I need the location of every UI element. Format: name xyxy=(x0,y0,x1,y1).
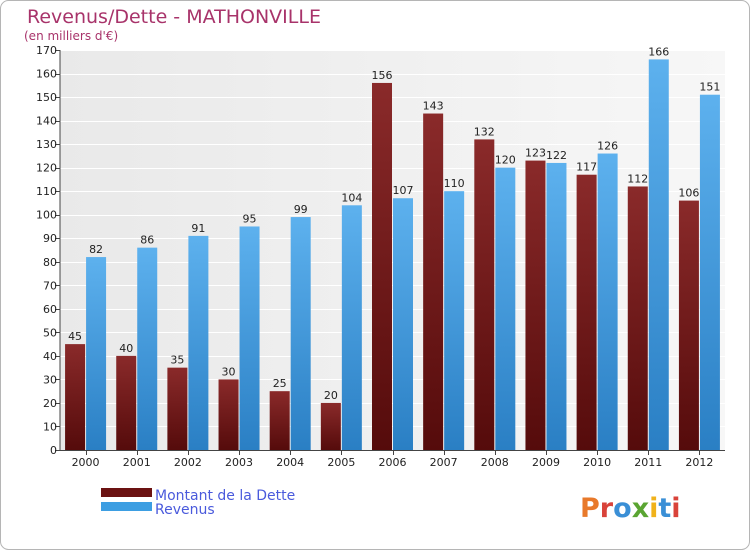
y-tick-label: 150 xyxy=(36,91,57,104)
y-tick-label: 40 xyxy=(43,350,57,363)
bar-revenue xyxy=(546,162,567,451)
bar-debt xyxy=(627,186,648,450)
y-tick-label: 100 xyxy=(36,209,57,222)
bars xyxy=(65,59,720,451)
bar-revenue xyxy=(444,191,465,451)
bar-revenue xyxy=(290,217,311,450)
bar-revenue xyxy=(86,257,107,450)
y-tick-label: 90 xyxy=(43,232,57,245)
y-tick-label: 140 xyxy=(36,115,57,128)
bar-revenue xyxy=(597,153,618,450)
plot-background xyxy=(60,50,725,450)
y-tick-label: 80 xyxy=(43,256,57,269)
bar-debt xyxy=(320,402,341,450)
x-tick-label: 2009 xyxy=(532,456,560,469)
data-label-debt: 106 xyxy=(678,187,699,200)
data-label-debt: 156 xyxy=(372,69,393,82)
x-axis-ticks: 2000 2001 2002 2003 2004 2005 2006 2007 2008 2009… xyxy=(72,450,713,469)
bar-debt xyxy=(116,355,137,450)
bar-debt xyxy=(423,113,444,450)
chart-subtitle: (en milliers d'€) xyxy=(24,29,118,43)
data-label-debt: 117 xyxy=(576,161,597,174)
x-tick-label: 2004 xyxy=(276,456,304,469)
data-label-revenue: 126 xyxy=(597,140,618,153)
y-tick-label: 170 xyxy=(36,44,57,57)
bar-revenue xyxy=(341,205,362,450)
data-label-debt: 30 xyxy=(222,365,236,378)
bar-revenue xyxy=(699,94,720,451)
y-tick-label: 20 xyxy=(43,397,57,410)
bar-debt xyxy=(269,391,290,450)
data-label-debt: 20 xyxy=(324,389,338,402)
bar-debt xyxy=(576,174,597,451)
data-label-revenue: 110 xyxy=(444,177,465,190)
legend-label-revenue: Revenus xyxy=(155,502,215,518)
data-label-revenue: 104 xyxy=(341,191,362,204)
x-tick-label: 2000 xyxy=(72,456,100,469)
proxiti-logo: Proxiti xyxy=(580,493,681,524)
data-label-debt: 35 xyxy=(170,354,184,367)
data-label-revenue: 166 xyxy=(648,45,669,58)
bar-revenue xyxy=(495,167,516,450)
y-tick-label: 30 xyxy=(43,373,57,386)
svg-text:Proxiti: Proxiti xyxy=(580,493,681,524)
y-axis-ticks: 0 10 20 30 40 50 60 70 80 90 100 110 120 130 140 150 160… xyxy=(36,44,60,457)
bar-debt xyxy=(678,200,699,450)
legend-swatch-revenue xyxy=(101,502,152,511)
x-tick-label: 2001 xyxy=(123,456,151,469)
y-tick-label: 160 xyxy=(36,68,57,81)
x-tick-label: 2007 xyxy=(430,456,458,469)
bar-debt xyxy=(218,379,239,450)
y-tick-label: 0 xyxy=(50,444,57,457)
data-label-revenue: 120 xyxy=(495,154,516,167)
y-tick-label: 60 xyxy=(43,303,57,316)
x-tick-label: 2005 xyxy=(327,456,355,469)
bar-revenue xyxy=(137,247,158,450)
legend: Montant de la Dette Revenus xyxy=(101,488,295,518)
bar-debt xyxy=(167,367,188,450)
bar-debt xyxy=(525,160,546,450)
x-tick-label: 2003 xyxy=(225,456,253,469)
y-tick-label: 110 xyxy=(36,185,57,198)
x-tick-label: 2010 xyxy=(583,456,611,469)
data-label-revenue: 107 xyxy=(393,184,414,197)
data-label-revenue: 151 xyxy=(699,81,720,94)
bar-revenue xyxy=(648,59,669,450)
x-tick-label: 2012 xyxy=(685,456,713,469)
bar-debt xyxy=(65,344,86,450)
legend-swatch-debt xyxy=(101,488,152,497)
x-tick-label: 2011 xyxy=(634,456,662,469)
data-label-revenue: 91 xyxy=(191,222,205,235)
x-tick-label: 2002 xyxy=(174,456,202,469)
data-label-debt: 45 xyxy=(68,330,82,343)
x-tick-label: 2006 xyxy=(379,456,407,469)
data-label-debt: 123 xyxy=(525,147,546,160)
data-label-revenue: 82 xyxy=(89,243,103,256)
data-label-debt: 132 xyxy=(474,125,495,138)
y-tick-label: 50 xyxy=(43,326,57,339)
data-label-debt: 112 xyxy=(627,172,648,185)
bar-revenue xyxy=(239,226,260,450)
y-tick-label: 120 xyxy=(36,162,57,175)
data-label-debt: 25 xyxy=(273,377,287,390)
legend-label-debt: Montant de la Dette xyxy=(155,488,295,504)
chart-title: Revenus/Dette - MATHONVILLE xyxy=(27,6,321,28)
data-label-revenue: 95 xyxy=(243,212,257,225)
data-label-revenue: 122 xyxy=(546,149,567,162)
data-label-revenue: 99 xyxy=(294,203,308,216)
data-label-debt: 40 xyxy=(119,342,133,355)
bar-debt xyxy=(372,82,392,451)
bar-debt xyxy=(474,139,495,451)
y-tick-label: 130 xyxy=(36,138,57,151)
bar-revenue xyxy=(393,198,413,450)
y-tick-label: 10 xyxy=(43,420,57,433)
x-tick-label: 2008 xyxy=(481,456,509,469)
data-label-revenue: 86 xyxy=(140,234,154,247)
y-tick-label: 70 xyxy=(43,279,57,292)
data-labels: 45 82 40 86 35 91 30 95 25 99 20 104 156 107 143 110 132… xyxy=(68,45,720,402)
bar-revenue xyxy=(188,235,209,450)
data-label-debt: 143 xyxy=(423,100,444,113)
